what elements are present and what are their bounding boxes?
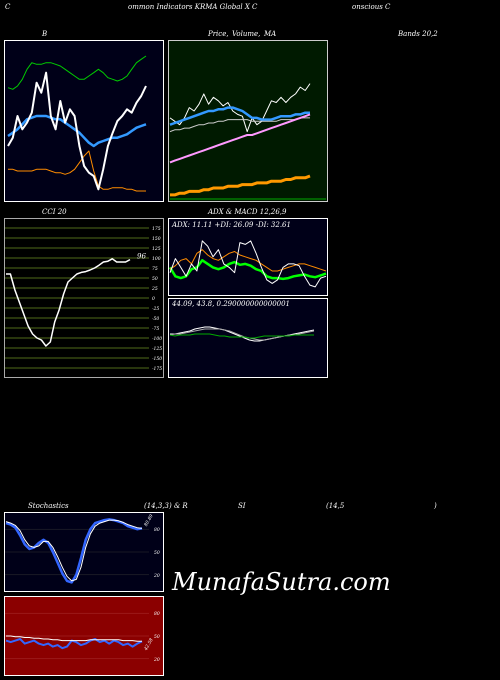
header-left: C <box>5 3 11 11</box>
adx-macd-label: ADX & MACD 12,26,9 <box>208 208 287 216</box>
macd-series-1 <box>169 328 315 341</box>
adx-series-1 <box>169 249 327 272</box>
price-ma-label-b: Volume, <box>232 30 261 38</box>
price-ma-series-1 <box>169 106 310 126</box>
price-ma-series-4 <box>170 174 311 197</box>
price-ma-chart <box>168 40 328 202</box>
panel-background <box>168 40 328 202</box>
rsi-series-1 <box>6 635 142 642</box>
price-ma-label-a: Price, <box>208 30 229 38</box>
stoch-tick-1: 50 <box>154 550 160 556</box>
rsi-tick-2: 20 <box>153 657 160 663</box>
cci-tick-0: 175 <box>152 226 161 232</box>
rsi-tick-0: 80 <box>154 611 160 617</box>
cci-tick-12: -125 <box>152 346 162 352</box>
rsi-tick-1: 50 <box>154 634 160 640</box>
stoch-series-1 <box>5 519 143 582</box>
price-ma-series-2 <box>169 117 310 133</box>
cci-tick-11: -100 <box>152 336 162 342</box>
stoch-series-0 <box>5 518 143 584</box>
stoch-tick-0: 80 <box>154 527 160 533</box>
rsi-label: SI <box>238 502 246 510</box>
adx-series-0 <box>168 259 327 281</box>
rsi-params-label: (14,5 <box>326 502 345 510</box>
cci-label: CCI 20 <box>42 208 67 216</box>
stoch-tick-2: 20 <box>153 573 160 579</box>
adx-title: ADX: 11.11 +DI: 26.09 -DI: 32.61 <box>171 221 291 229</box>
watermark: MunafaSutra.com <box>172 568 391 596</box>
stoch-last-label: 80.89 <box>143 513 155 527</box>
bollinger-series-0 <box>7 55 147 90</box>
cci-tick-6: 25 <box>151 286 158 292</box>
cci-tick-4: 75 <box>152 266 158 272</box>
bollinger-label: B <box>42 30 48 38</box>
cci-tick-5: 50 <box>152 276 158 282</box>
adx-series-2 <box>169 240 327 288</box>
cci-tick-1: 150 <box>152 236 161 242</box>
macd-series-2 <box>169 333 314 339</box>
price-ma-series-0 <box>169 83 311 133</box>
bollinger-chart <box>4 40 164 202</box>
macd-title: 44.09, 43.8, 0.290000000000001 <box>171 300 290 308</box>
panel-background <box>4 40 164 202</box>
cci-tick-7: 0 <box>152 296 155 302</box>
bollinger-series-2 <box>8 150 146 192</box>
cci-chart: 175 150 125 100 75 50 25 0 -25 -50 -75 -100 -125 -150… <box>4 218 164 378</box>
cci-tick-8: -25 <box>152 306 159 312</box>
header-center: ommon Indicators KRMA Global X C <box>128 3 258 11</box>
cci-last-label: 96 <box>137 253 146 261</box>
panel-background <box>168 218 328 296</box>
bands-label: Bands 20,2 <box>398 30 438 38</box>
macd-chart: 44.09, 43.8, 0.290000000000001 <box>168 298 328 378</box>
cci-tick-2: 125 <box>152 246 161 252</box>
price-ma-label-c: MA <box>264 30 277 38</box>
cci-line <box>6 258 131 347</box>
stoch-params-label: (14,3,3) & R <box>144 502 188 510</box>
stoch-label: Stochastics <box>28 502 69 510</box>
cci-tick-3: 100 <box>152 256 161 262</box>
cci-tick-9: -50 <box>152 316 159 322</box>
price-ma-series-3 <box>169 113 311 164</box>
stochastics-chart: 80 50 20 80.89 <box>4 512 164 592</box>
rsi-close-label: ) <box>434 502 437 510</box>
bollinger-series-3 <box>7 71 147 191</box>
cci-tick-14: -175 <box>152 366 162 372</box>
cci-tick-13: -150 <box>152 356 162 362</box>
header-right: onscious C <box>352 3 391 11</box>
rsi-series-0 <box>5 638 143 650</box>
adx-chart: ADX: 11.11 +DI: 26.09 -DI: 32.61 <box>168 218 328 296</box>
cci-tick-10: -75 <box>152 326 159 332</box>
